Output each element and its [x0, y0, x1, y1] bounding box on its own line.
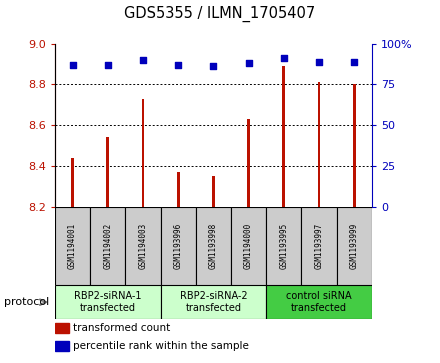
- Text: transformed count: transformed count: [73, 323, 170, 333]
- Bar: [142, 99, 144, 207]
- Bar: [125, 207, 161, 285]
- Bar: [266, 207, 301, 285]
- Bar: [301, 207, 337, 285]
- Bar: [282, 66, 285, 207]
- Bar: [90, 207, 125, 285]
- Text: GSM1193996: GSM1193996: [174, 223, 183, 269]
- Bar: [55, 323, 69, 333]
- Bar: [161, 207, 196, 285]
- Bar: [196, 207, 231, 285]
- Text: GDS5355 / ILMN_1705407: GDS5355 / ILMN_1705407: [125, 5, 315, 22]
- Text: percentile rank within the sample: percentile rank within the sample: [73, 341, 249, 351]
- Text: control siRNA
transfected: control siRNA transfected: [286, 291, 352, 313]
- Text: protocol: protocol: [4, 297, 50, 307]
- Point: [315, 58, 323, 64]
- Bar: [318, 82, 320, 207]
- Point: [245, 60, 252, 66]
- Text: GSM1193999: GSM1193999: [350, 223, 359, 269]
- Point: [280, 55, 287, 61]
- Bar: [247, 119, 250, 207]
- Bar: [55, 341, 69, 351]
- Point: [351, 58, 358, 64]
- Bar: [353, 84, 356, 207]
- Text: RBP2-siRNA-2
transfected: RBP2-siRNA-2 transfected: [180, 291, 247, 313]
- Point: [69, 62, 76, 68]
- Bar: [266, 285, 372, 319]
- Bar: [231, 207, 266, 285]
- Text: GSM1193998: GSM1193998: [209, 223, 218, 269]
- Text: GSM1194000: GSM1194000: [244, 223, 253, 269]
- Point: [210, 64, 217, 69]
- Bar: [212, 176, 215, 207]
- Point: [104, 62, 111, 68]
- Text: GSM1193995: GSM1193995: [279, 223, 288, 269]
- Text: GSM1193997: GSM1193997: [315, 223, 323, 269]
- Bar: [177, 172, 180, 207]
- Text: GSM1194001: GSM1194001: [68, 223, 77, 269]
- Bar: [71, 158, 74, 207]
- Bar: [55, 207, 90, 285]
- Text: GSM1194002: GSM1194002: [103, 223, 112, 269]
- Bar: [337, 207, 372, 285]
- Text: GSM1194003: GSM1194003: [139, 223, 147, 269]
- Text: RBP2-siRNA-1
transfected: RBP2-siRNA-1 transfected: [74, 291, 142, 313]
- Bar: [161, 285, 266, 319]
- Point: [175, 62, 182, 68]
- Point: [139, 57, 147, 63]
- Bar: [106, 138, 109, 207]
- Bar: [55, 285, 161, 319]
